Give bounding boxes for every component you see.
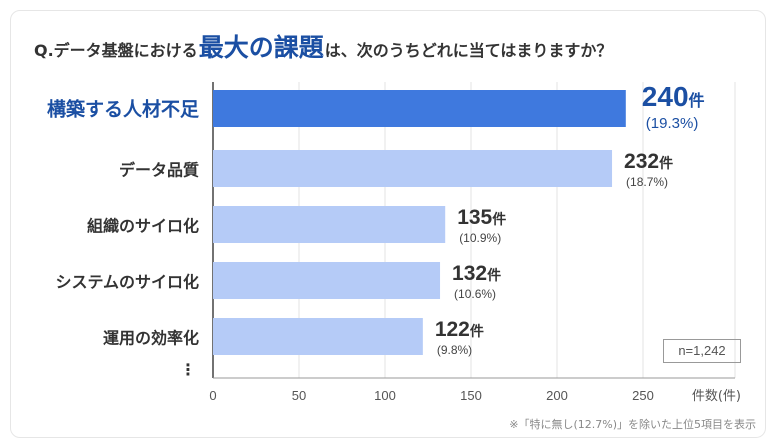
value-label: 122件 bbox=[435, 318, 484, 341]
x-tick-label: 250 bbox=[632, 388, 654, 403]
percentage-label: (10.9%) bbox=[459, 231, 501, 245]
bar bbox=[213, 262, 441, 299]
bar bbox=[213, 150, 613, 187]
question-highlight: 最大の課題 bbox=[198, 33, 324, 62]
bar bbox=[213, 90, 626, 127]
question-title: Q.データ基盤における 最大の課題 は、次のうちどれに当てはまりますか？ bbox=[34, 28, 613, 62]
x-tick-label: 200 bbox=[546, 388, 568, 403]
value-label: 240件 bbox=[642, 81, 705, 112]
category-label: 運用の効率化 bbox=[103, 329, 199, 348]
sample-size-box: n=1,242 bbox=[663, 339, 741, 363]
question-suffix: は、次のうちどれに当てはまりますか？ bbox=[324, 41, 613, 60]
category-label: 組織のサイロ化 bbox=[87, 217, 199, 236]
value-label: 232件 bbox=[624, 150, 673, 173]
value-label: 132件 bbox=[452, 262, 501, 285]
category-label: データ品質 bbox=[119, 161, 199, 180]
continuation-marker: ⋮ bbox=[180, 360, 196, 379]
bar bbox=[213, 318, 423, 355]
percentage-label: (19.3%) bbox=[646, 115, 699, 132]
x-tick-label: 100 bbox=[374, 388, 396, 403]
category-label: システムのサイロ化 bbox=[55, 273, 199, 292]
x-axis-title: 件数(件) bbox=[692, 389, 741, 404]
percentage-label: (9.8%) bbox=[437, 343, 472, 357]
footnote: ※「特に無し(12.7%)」を除いた上位5項目を表示 bbox=[509, 418, 756, 431]
percentage-label: (10.6%) bbox=[454, 287, 496, 301]
x-tick-label: 0 bbox=[209, 388, 216, 403]
x-tick-label: 50 bbox=[292, 388, 306, 403]
value-label: 135件 bbox=[457, 206, 506, 229]
bar bbox=[213, 206, 446, 243]
percentage-label: (18.7%) bbox=[626, 175, 668, 189]
question-prefix: Q.データ基盤における bbox=[34, 41, 198, 60]
category-label: 構築する人材不足 bbox=[47, 98, 200, 121]
x-tick-label: 150 bbox=[460, 388, 482, 403]
